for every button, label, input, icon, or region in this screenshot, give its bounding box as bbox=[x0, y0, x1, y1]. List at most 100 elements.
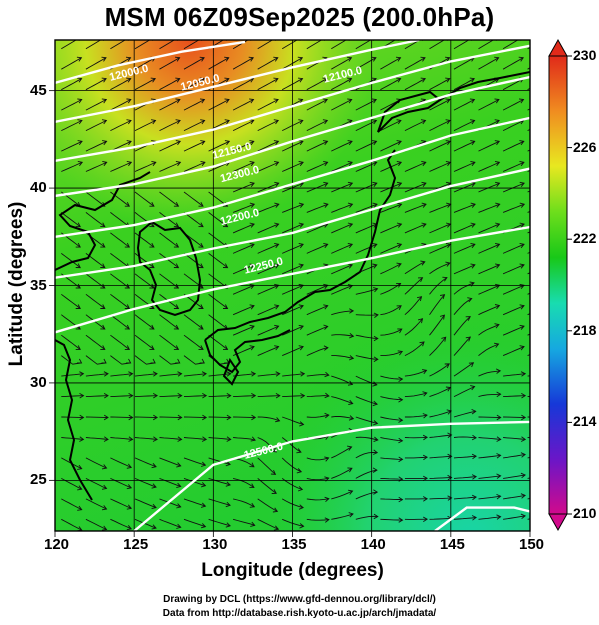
streamline-arrowhead bbox=[298, 304, 304, 310]
streamline-arrowhead bbox=[298, 324, 304, 330]
streamline bbox=[134, 232, 155, 248]
streamline bbox=[429, 336, 447, 356]
height-contour-line bbox=[55, 116, 530, 238]
streamline-arrowhead bbox=[445, 222, 452, 228]
streamline bbox=[257, 457, 276, 475]
streamline-arrowhead bbox=[544, 243, 548, 247]
streamline-arrowhead bbox=[224, 98, 230, 104]
streamline bbox=[453, 410, 476, 418]
streamline-arrowhead bbox=[495, 263, 501, 269]
streamline bbox=[429, 262, 450, 275]
streamline-arrowhead bbox=[494, 56, 500, 62]
streamline-arrowhead bbox=[544, 264, 548, 268]
streamline-arrowhead bbox=[299, 421, 305, 427]
streamline bbox=[110, 373, 133, 377]
streamline bbox=[61, 334, 81, 350]
streamline bbox=[257, 498, 278, 512]
streamline bbox=[159, 416, 182, 418]
streamline bbox=[134, 477, 157, 488]
streamline bbox=[380, 263, 402, 275]
streamline-arrowhead bbox=[422, 475, 428, 482]
streamline-arrowhead bbox=[519, 263, 525, 269]
streamline bbox=[380, 518, 403, 521]
streamline bbox=[478, 516, 501, 520]
streamline bbox=[110, 518, 132, 530]
streamline-arrowhead bbox=[200, 119, 206, 125]
height-contours bbox=[55, 40, 530, 531]
streamline-arrowhead bbox=[494, 304, 501, 310]
streamline-arrowhead bbox=[175, 358, 181, 364]
streamline-arrowhead bbox=[496, 473, 502, 479]
streamline bbox=[306, 305, 328, 316]
streamline bbox=[134, 437, 158, 440]
streamline bbox=[232, 223, 255, 234]
streamline bbox=[183, 416, 207, 418]
streamline-arrowhead bbox=[176, 523, 182, 529]
streamline bbox=[453, 40, 470, 50]
streamline-arrowhead bbox=[347, 160, 353, 167]
streamline bbox=[232, 305, 255, 316]
streamline bbox=[503, 373, 526, 377]
streamline bbox=[306, 99, 328, 111]
streamline-arrowhead bbox=[544, 346, 548, 350]
streamline-arrowhead bbox=[200, 502, 207, 508]
streamline bbox=[159, 99, 181, 111]
streamline-arrowhead bbox=[373, 335, 379, 342]
streamline-arrowhead bbox=[77, 140, 83, 146]
streamline bbox=[355, 57, 377, 70]
streamline-arrowhead bbox=[496, 453, 502, 459]
streamline bbox=[183, 212, 204, 228]
streamline bbox=[502, 182, 525, 193]
streamline-arrowhead bbox=[396, 222, 403, 228]
streamline-arrowhead bbox=[198, 345, 204, 350]
streamline-arrowhead bbox=[373, 449, 379, 455]
streamline bbox=[478, 223, 500, 234]
streamline-arrowhead bbox=[249, 345, 255, 351]
streamline-arrowhead bbox=[152, 371, 158, 377]
y-tick-label: 40 bbox=[30, 179, 47, 197]
streamline-arrowhead bbox=[273, 56, 279, 62]
streamline-arrowhead bbox=[470, 160, 476, 167]
colorbar-tick-label: 218 bbox=[573, 321, 597, 338]
streamline-arrowhead bbox=[249, 462, 255, 468]
streamline bbox=[110, 78, 131, 91]
colorbar-tick-label: 222 bbox=[573, 230, 597, 247]
streamline bbox=[61, 498, 82, 511]
streamline-arrowhead bbox=[226, 393, 232, 399]
streamline bbox=[355, 243, 377, 254]
streamline-arrowhead bbox=[373, 356, 379, 362]
streamline bbox=[429, 243, 451, 254]
streamline bbox=[331, 355, 354, 359]
streamline bbox=[159, 40, 175, 50]
streamline bbox=[233, 437, 256, 441]
streamline-arrowhead bbox=[128, 414, 134, 421]
streamline-arrowhead bbox=[445, 77, 451, 83]
streamline bbox=[61, 212, 81, 228]
streamline-arrowhead bbox=[323, 304, 329, 310]
streamline-arrowhead bbox=[198, 242, 204, 248]
height-contour-line bbox=[133, 420, 530, 531]
streamline bbox=[110, 99, 132, 111]
streamline bbox=[527, 149, 530, 152]
streamline bbox=[404, 119, 426, 132]
streamline-arrowhead bbox=[347, 263, 354, 269]
streamline-arrowhead bbox=[275, 417, 281, 423]
streamline-arrowhead bbox=[323, 345, 329, 351]
streamline bbox=[306, 347, 329, 357]
streamline bbox=[233, 416, 256, 418]
streamline bbox=[404, 182, 427, 193]
streamline-arrowhead bbox=[544, 305, 548, 309]
streamline bbox=[257, 78, 279, 91]
streamline-arrowhead bbox=[297, 486, 304, 492]
streamline-arrowhead bbox=[173, 304, 180, 309]
streamline-arrowhead bbox=[75, 242, 81, 248]
streamline bbox=[331, 396, 353, 405]
streamline-arrowhead bbox=[223, 304, 229, 309]
streamline bbox=[134, 253, 155, 268]
streamline bbox=[429, 497, 452, 500]
streamline-arrowhead bbox=[494, 342, 500, 348]
streamline bbox=[61, 293, 81, 309]
streamline bbox=[331, 182, 353, 193]
streamline-arrowhead bbox=[296, 448, 302, 454]
streamline-arrowhead bbox=[398, 456, 404, 463]
